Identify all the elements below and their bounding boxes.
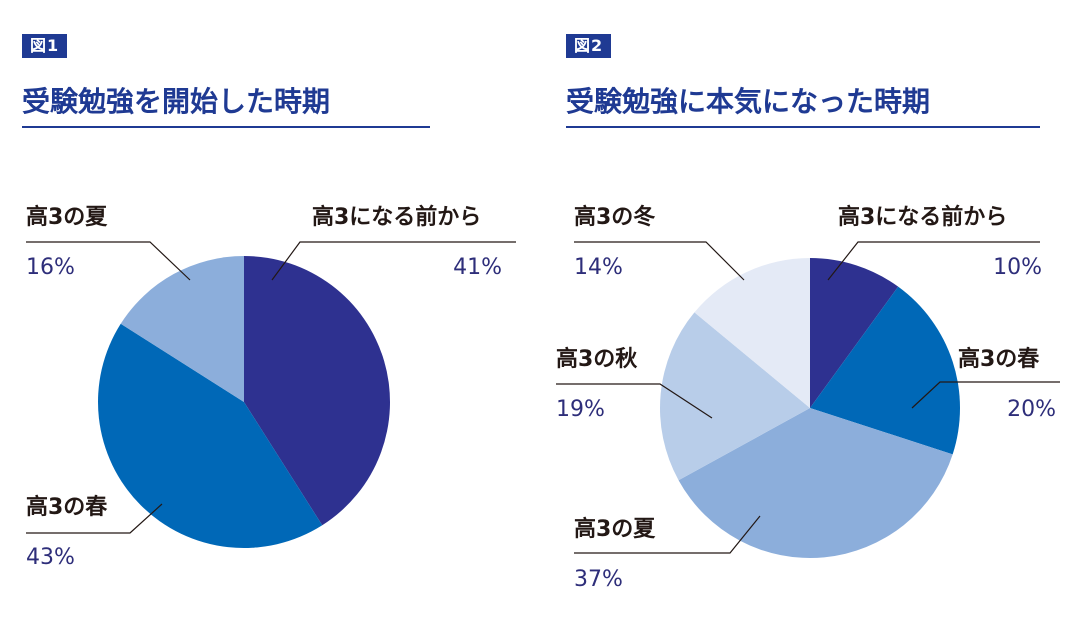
figure-1-title: 受験勉強を開始した時期 bbox=[22, 85, 331, 118]
chart2-leader-autumn bbox=[556, 383, 713, 419]
chart1-slice-1 bbox=[244, 256, 390, 526]
chart1-value-before-senior: 41% bbox=[453, 255, 502, 280]
chart2-leader-winter bbox=[574, 241, 745, 281]
chart2-leader-summer bbox=[574, 515, 761, 554]
chart2-value-before-senior: 10% bbox=[993, 255, 1042, 280]
chart2-label-before-senior: 高3になる前から bbox=[838, 205, 1008, 230]
chart1-value-summer: 16% bbox=[26, 255, 75, 280]
figure-1-title-underline bbox=[22, 126, 430, 128]
chart2-slice-5 bbox=[694, 258, 810, 408]
chart2-label-autumn: 高3の秋 bbox=[556, 347, 638, 372]
chart2-leader-spring bbox=[911, 381, 1060, 409]
chart2-slice-2 bbox=[810, 286, 961, 455]
chart2-value-winter: 14% bbox=[574, 255, 623, 280]
pie-chart-2 bbox=[659, 258, 961, 559]
chart1-label-summer: 高3の夏 bbox=[26, 205, 108, 230]
leader-lines bbox=[26, 241, 1060, 554]
chart2-label-summer: 高3の夏 bbox=[574, 517, 656, 542]
chart2-slice-4 bbox=[659, 312, 810, 481]
figure-2-badge: 図2 bbox=[566, 34, 612, 58]
pie-chart-1 bbox=[98, 256, 390, 548]
figure-2-title: 受験勉強に本気になった時期 bbox=[566, 85, 931, 118]
figure-2-title-underline bbox=[566, 126, 1040, 128]
chart1-slice-2 bbox=[98, 323, 323, 548]
chart2-value-spring: 20% bbox=[1007, 397, 1056, 422]
chart2-value-summer: 37% bbox=[574, 567, 623, 592]
chart2-slice-3 bbox=[678, 408, 953, 559]
chart1-label-before-senior: 高3になる前から bbox=[312, 205, 482, 230]
chart2-leader-before-senior bbox=[827, 241, 1040, 281]
chart1-slice-3 bbox=[120, 256, 244, 402]
chart2-value-autumn: 19% bbox=[556, 397, 605, 422]
chart2-label-winter: 高3の冬 bbox=[574, 205, 656, 230]
chart1-leader-spring bbox=[26, 503, 163, 534]
figure-1-badge: 図1 bbox=[22, 34, 68, 58]
chart1-leader-before-senior bbox=[271, 241, 516, 281]
chart1-value-spring: 43% bbox=[26, 545, 75, 570]
chart1-label-spring: 高3の春 bbox=[26, 495, 108, 520]
chart1-leader-summer bbox=[26, 241, 191, 281]
chart2-label-spring: 高3の春 bbox=[958, 347, 1040, 372]
chart2-slice-1 bbox=[810, 258, 899, 408]
